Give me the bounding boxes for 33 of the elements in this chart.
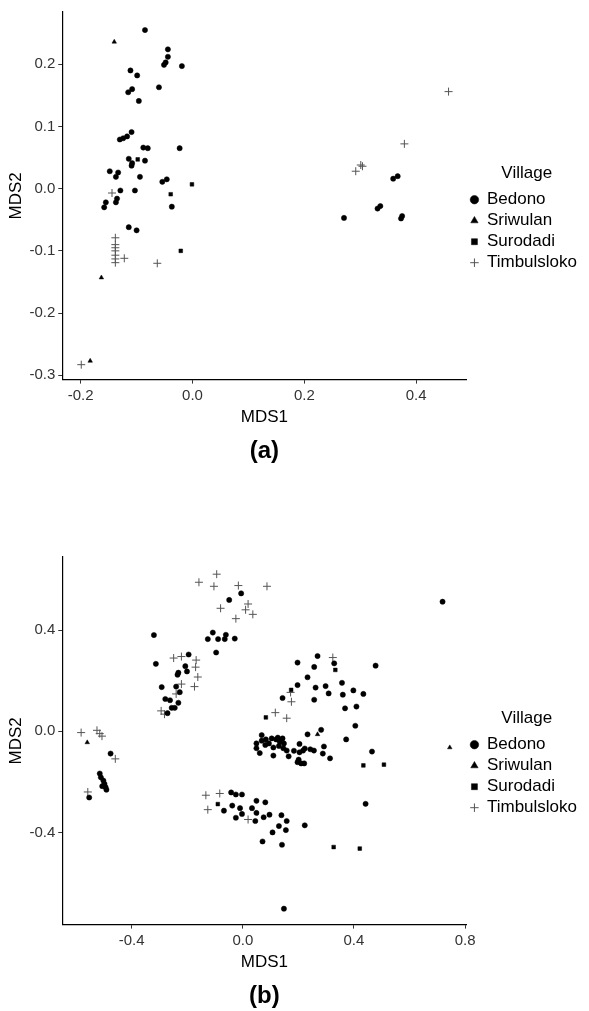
legend-label: Timbulsloko [486,797,578,817]
y-tick-label: 0.4 [34,620,56,638]
text: (b) [249,980,280,1010]
x-axis-title: MDS1 [240,407,288,427]
legend-title: Village [501,707,553,727]
y-tick-label: -0.1 [29,240,56,258]
x-axis-title: MDS1 [240,952,288,972]
x-tick-label: 0.0 [232,930,254,948]
legend-label: Bedono [486,189,546,209]
y-tick-label: -0.2 [29,303,56,321]
y-tick-label: -0.3 [29,365,56,383]
y-tick-label: 0.0 [34,721,56,739]
y-tick-label: 0.1 [34,116,56,134]
text: (a) [249,435,279,465]
x-tick-label: -0.4 [118,930,145,948]
y-axis-title: MDS2 [5,172,25,220]
x-tick-label: 0.4 [405,385,427,403]
y-tick-label: 0.2 [34,54,56,72]
x-tick-label: -0.2 [67,385,94,403]
y-tick-label: 0.0 [34,178,56,196]
legend-title: Village [501,162,553,182]
x-tick-label: 0.4 [343,930,365,948]
y-tick-label: -0.4 [29,822,56,840]
x-tick-label: 0.8 [454,930,476,948]
y-axis-title: MDS2 [5,717,25,765]
legend-label: Sriwulan [486,755,553,775]
x-tick-label: 0.0 [182,385,203,403]
legend-label: Bedono [486,734,546,754]
legend-label: Surodadi [486,231,555,251]
legend-label: Timbulsloko [486,252,578,272]
legend-label: Sriwulan [486,210,553,230]
x-tick-label: 0.2 [293,385,315,403]
legend-label: Surodadi [486,776,555,796]
